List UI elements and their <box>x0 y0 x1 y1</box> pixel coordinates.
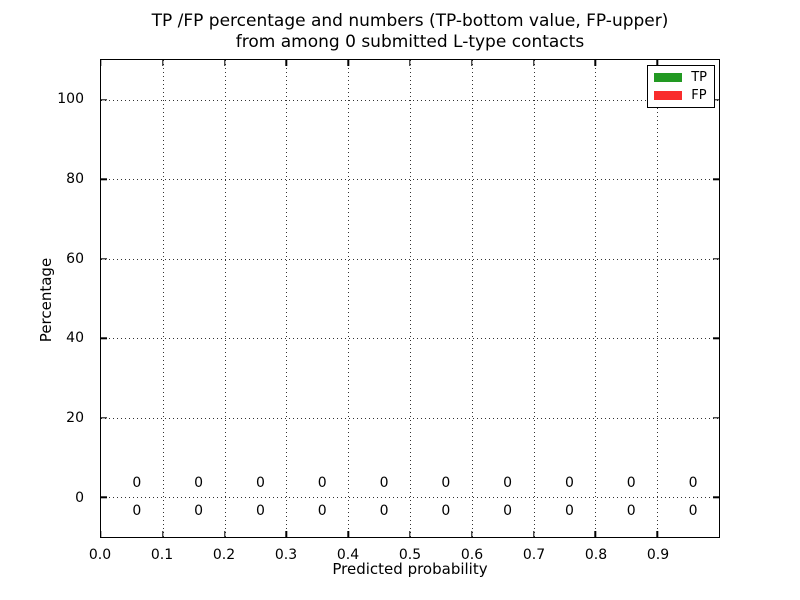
x-tick-mark-top <box>100 60 102 66</box>
tp-count-label: 0 <box>688 503 698 520</box>
chart-title-line1: TP /FP percentage and numbers (TP-bottom… <box>151 11 669 31</box>
fp-count-label: 0 <box>132 475 142 492</box>
plot-area: 0 0 0 0 0 0 0 0 0 0 0 0 0 0 0 0 0 0 0 0 TP FP <box>100 59 720 538</box>
y-tick-label: 40 <box>66 330 84 347</box>
y-tick-label: 60 <box>66 250 84 267</box>
tp-count-label: 0 <box>132 503 142 520</box>
gridline-horizontal <box>101 258 719 260</box>
y-tick-mark-right <box>713 496 719 498</box>
x-tick-mark-bottom <box>594 531 597 537</box>
legend-label: FP <box>691 88 707 103</box>
chart-title: TP /FP percentage and numbers (TP-bottom… <box>100 11 720 53</box>
x-tick-mark-top <box>223 60 226 66</box>
y-tick-mark-right <box>713 258 719 260</box>
x-tick-mark-bottom <box>347 531 349 537</box>
y-tick-mark-left <box>101 178 107 180</box>
x-tick-mark-bottom <box>471 531 473 537</box>
x-tick-mark-top <box>285 60 288 66</box>
y-tick-mark-left <box>101 99 107 101</box>
gridline-horizontal <box>101 179 719 181</box>
y-tick-label: 100 <box>57 90 84 107</box>
x-tick-mark-bottom <box>656 531 658 537</box>
x-tick-label: 0.4 <box>336 547 360 563</box>
x-tick-mark-bottom <box>162 531 164 537</box>
legend-swatch-fp <box>654 91 683 100</box>
legend-label: TP <box>691 70 707 85</box>
y-tick-label: 20 <box>66 410 84 427</box>
gridline-vertical <box>348 60 350 537</box>
x-tick-mark-top <box>162 60 164 66</box>
y-tick-mark-right <box>713 417 719 419</box>
y-tick-mark-left <box>101 337 107 339</box>
x-tick-labels: 0.0 0.1 0.2 0.3 0.4 0.5 0.6 0.7 0.8 0.9 <box>89 546 720 566</box>
gridline-horizontal <box>101 338 719 340</box>
x-axis-label: Predicted probability <box>332 560 488 578</box>
x-tick-label: 0.2 <box>212 547 236 563</box>
legend-entry-tp: TP <box>654 71 707 84</box>
fp-count-label: 0 <box>255 475 265 492</box>
x-tick-label: 0.6 <box>460 547 484 563</box>
x-tick-label: 0.7 <box>522 547 546 563</box>
x-tick-mark-top <box>471 60 473 66</box>
fp-count-label: 0 <box>441 475 451 492</box>
gridline-horizontal <box>101 99 719 101</box>
x-tick-label: 0.9 <box>646 547 670 563</box>
gridline-vertical <box>657 60 659 537</box>
tp-count-label: 0 <box>564 503 574 520</box>
x-tick-label: 0.3 <box>274 547 298 563</box>
x-tick-label: 0.0 <box>88 547 112 563</box>
x-tick-mark-top <box>594 60 597 66</box>
gridline-vertical <box>286 60 288 537</box>
y-tick-mark-left <box>101 417 107 419</box>
tp-count-label: 0 <box>379 503 389 520</box>
x-tick-mark-top <box>656 60 658 66</box>
chart-title-line2: from among 0 submitted L-type contacts <box>235 32 585 52</box>
x-tick-label: 0.8 <box>584 547 608 563</box>
x-tick-mark-bottom <box>100 531 102 537</box>
fp-count-label: 0 <box>379 475 389 492</box>
y-tick-mark-right <box>713 99 719 101</box>
gridline-horizontal <box>101 417 719 419</box>
x-tick-label: 0.1 <box>150 547 174 563</box>
gridline-vertical <box>533 60 535 537</box>
fp-count-label: 0 <box>688 475 698 492</box>
x-tick-mark-top <box>409 60 411 66</box>
tp-count-label: 0 <box>194 503 204 520</box>
x-tick-mark-top <box>347 60 349 66</box>
fp-count-label: 0 <box>194 475 204 492</box>
y-tick-labels: 0 20 40 60 80 100 <box>0 59 92 538</box>
fp-count-label: 0 <box>626 475 636 492</box>
gridline-horizontal <box>101 497 719 499</box>
tp-count-label: 0 <box>626 503 636 520</box>
y-tick-mark-right <box>713 337 719 339</box>
gridline-vertical <box>410 60 411 537</box>
y-tick-mark-left <box>101 258 107 260</box>
y-tick-mark-right <box>713 178 719 180</box>
y-tick-label: 80 <box>66 170 84 187</box>
x-tick-mark-bottom <box>532 531 535 537</box>
tp-count-label: 0 <box>255 503 265 520</box>
legend-entry-fp: FP <box>654 89 707 102</box>
fp-count-label: 0 <box>317 475 327 492</box>
tp-count-label: 0 <box>441 503 451 520</box>
x-tick-label: 0.5 <box>398 547 422 563</box>
legend-swatch-tp <box>654 73 683 82</box>
x-tick-mark-bottom <box>409 531 411 537</box>
gridline-vertical <box>471 60 473 537</box>
tp-count-label: 0 <box>503 503 513 520</box>
gridline-vertical <box>595 60 597 537</box>
fp-count-label: 0 <box>564 475 574 492</box>
y-tick-label: 0 <box>75 490 84 507</box>
x-tick-mark-bottom <box>223 531 226 537</box>
gridline-vertical <box>224 60 226 537</box>
legend: TP FP <box>647 65 715 108</box>
x-tick-mark-top <box>532 60 535 66</box>
fp-count-label: 0 <box>503 475 513 492</box>
gridline-vertical <box>162 60 164 537</box>
y-tick-mark-left <box>101 496 107 498</box>
tp-count-label: 0 <box>317 503 327 520</box>
x-tick-mark-bottom <box>285 531 288 537</box>
